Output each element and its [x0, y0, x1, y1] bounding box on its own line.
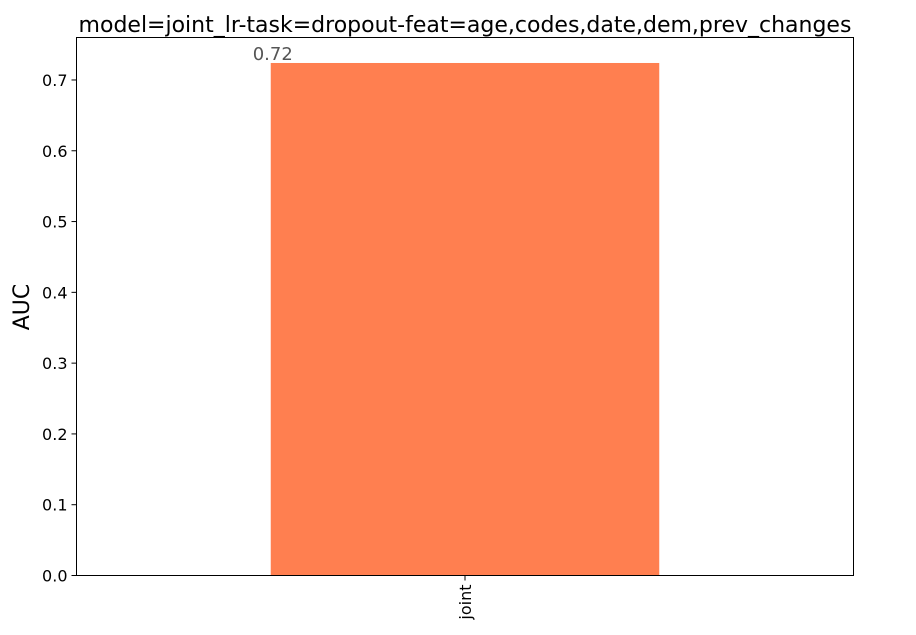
plot-frame: [76, 37, 854, 576]
y-tick-label: 0.6: [42, 142, 67, 161]
data-label-joint: 0.72: [253, 44, 293, 65]
data-labels-group: 0.72: [253, 44, 293, 65]
y-tick-label: 0.1: [42, 496, 67, 515]
y-tick-label: 0.7: [42, 71, 67, 90]
y-tick-label: 0.0: [42, 567, 67, 586]
y-tick-label: 0.4: [42, 283, 67, 302]
bar-joint: [270, 62, 660, 576]
y-tick-label: 0.5: [42, 213, 67, 232]
x-axis-ticks: joint: [456, 575, 475, 621]
chart-title: model=joint_lr-task=dropout-feat=age,cod…: [79, 13, 852, 38]
y-tick-label: 0.3: [42, 354, 67, 373]
bars-group: [270, 62, 660, 576]
y-axis-label: AUC: [10, 284, 35, 331]
y-tick-label: 0.2: [42, 425, 67, 444]
x-tick-label: joint: [456, 585, 475, 621]
y-axis-ticks: 0.0 0.1 0.2 0.3 0.4 0.5 0.6 0.7: [42, 71, 77, 586]
